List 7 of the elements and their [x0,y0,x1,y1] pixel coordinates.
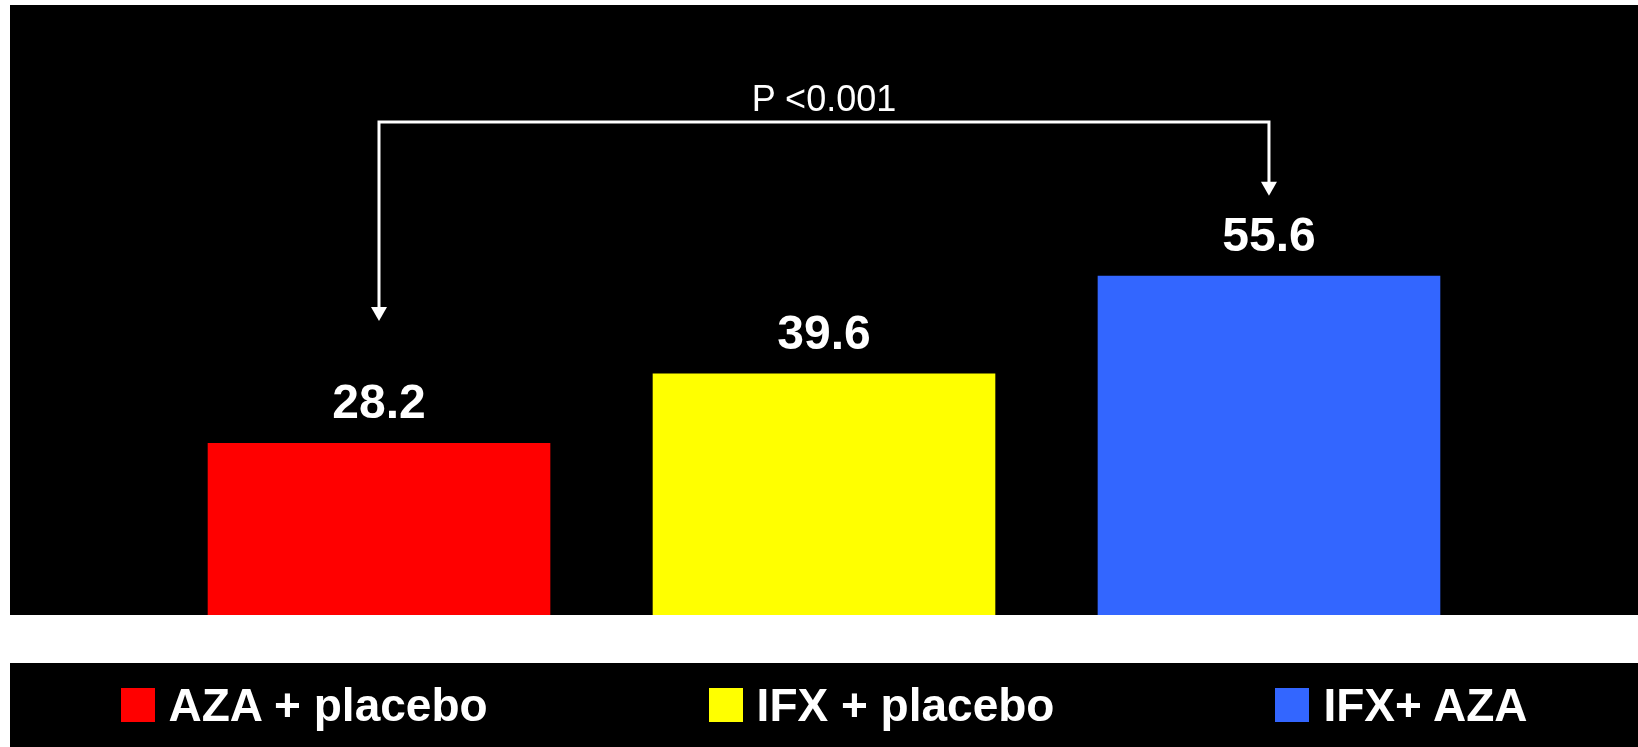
data-label: 55.6 [1222,208,1316,262]
legend-label: IFX+ AZA [1323,678,1528,732]
legend-label: AZA + placebo [168,678,488,732]
data-label: 39.6 [777,305,871,359]
legend-label: IFX + placebo [756,678,1055,732]
data-label: 28.2 [332,375,426,429]
text: P <0.001 [751,78,897,120]
